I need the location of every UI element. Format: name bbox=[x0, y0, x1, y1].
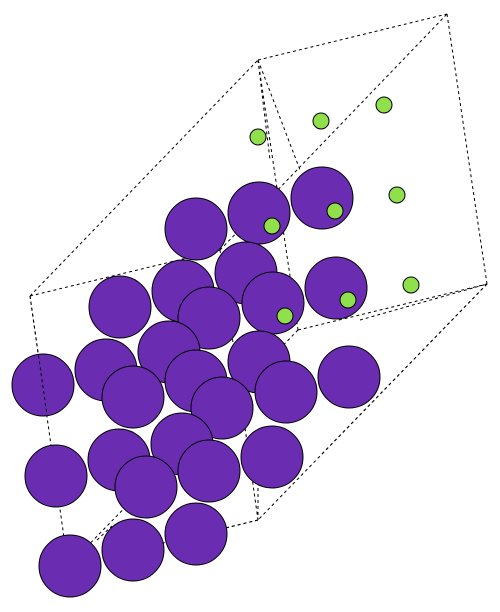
cell-edge bbox=[29, 59, 259, 297]
cell-edge bbox=[257, 59, 271, 161]
cell-edge bbox=[359, 283, 488, 321]
small-atom bbox=[276, 307, 294, 325]
small-atom bbox=[326, 202, 344, 220]
cell-edge bbox=[29, 295, 48, 416]
cell-edge bbox=[319, 283, 488, 457]
large-atom bbox=[88, 275, 152, 339]
small-atom bbox=[312, 112, 330, 130]
small-atom bbox=[402, 276, 420, 294]
cell-edge bbox=[257, 59, 301, 171]
cell-edge bbox=[257, 13, 448, 61]
small-atom bbox=[249, 128, 267, 146]
large-atom bbox=[101, 518, 165, 582]
large-atom bbox=[240, 425, 304, 489]
cell-edge bbox=[297, 283, 488, 331]
large-atom bbox=[241, 271, 305, 335]
small-atom bbox=[375, 96, 393, 114]
large-atom bbox=[114, 455, 178, 519]
large-atom bbox=[190, 376, 254, 440]
small-atom bbox=[263, 217, 281, 235]
large-atom bbox=[254, 360, 318, 424]
large-atom bbox=[227, 181, 291, 245]
large-atom bbox=[38, 534, 102, 598]
large-atom bbox=[164, 502, 228, 566]
large-atom bbox=[304, 256, 368, 320]
large-atom bbox=[290, 166, 354, 230]
large-atom bbox=[11, 353, 75, 417]
large-atom bbox=[164, 197, 228, 261]
large-atom bbox=[317, 345, 381, 409]
small-atom bbox=[339, 291, 357, 309]
large-atom bbox=[177, 439, 241, 503]
small-atom bbox=[388, 186, 406, 204]
large-atom bbox=[101, 365, 165, 429]
atoms bbox=[11, 96, 420, 598]
unit-cell-front-edges bbox=[29, 59, 488, 541]
large-atom bbox=[24, 444, 88, 508]
